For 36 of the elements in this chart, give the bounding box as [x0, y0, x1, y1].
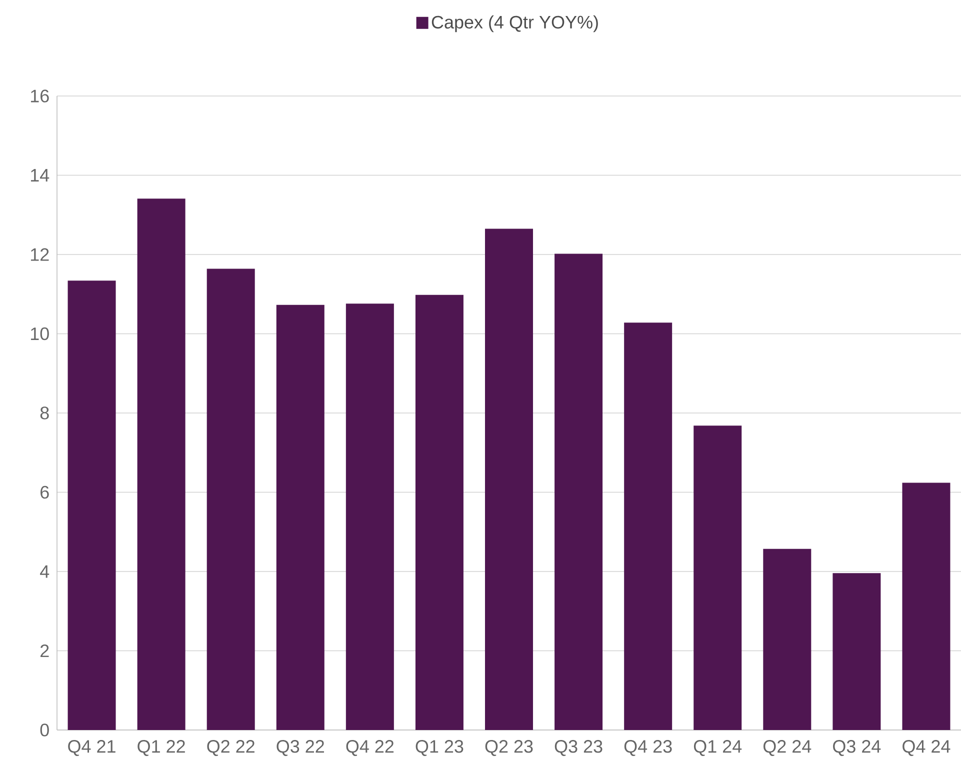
y-tick-label: 14 [30, 169, 50, 182]
bar [415, 294, 464, 730]
x-tick-label: Q3 23 [554, 740, 602, 756]
bar [694, 426, 742, 730]
x-tick-label: Q4 22 [346, 740, 394, 756]
x-tick-label: Q4 23 [624, 740, 672, 756]
x-tick-label: Q3 24 [833, 740, 881, 756]
x-tick-label: Q2 22 [207, 740, 254, 756]
y-tick-label: 2 [40, 644, 49, 658]
y-tick-label: 12 [30, 248, 49, 261]
bar [832, 573, 881, 730]
y-tick-label: 10 [30, 327, 49, 340]
x-tick-label: Q3 22 [276, 740, 324, 756]
legend-label: Capex (4 Qtr YOY%) [432, 15, 598, 32]
bar [276, 304, 324, 730]
x-tick-label: Q4 21 [68, 740, 116, 756]
bar [902, 482, 950, 730]
y-tick-label: 8 [40, 406, 49, 420]
bar [206, 268, 255, 730]
x-tick-label: Q2 23 [485, 740, 533, 756]
y-tick-label: 6 [40, 486, 49, 499]
y-tick-label: 0 [40, 724, 49, 736]
y-tick-label: 4 [40, 565, 50, 578]
bar [624, 322, 672, 730]
bar [68, 280, 116, 730]
y-tick-label: 16 [30, 90, 49, 102]
bar [763, 548, 812, 730]
x-tick-label: Q4 24 [902, 740, 950, 756]
bar [137, 198, 186, 730]
bar [346, 304, 394, 730]
x-tick-label: Q1 23 [416, 740, 464, 756]
x-tick-label: Q1 24 [694, 740, 742, 756]
bar [554, 254, 603, 730]
bar [485, 228, 534, 730]
x-tick-label: Q2 24 [764, 740, 812, 756]
x-tick-label: Q1 22 [138, 740, 185, 756]
